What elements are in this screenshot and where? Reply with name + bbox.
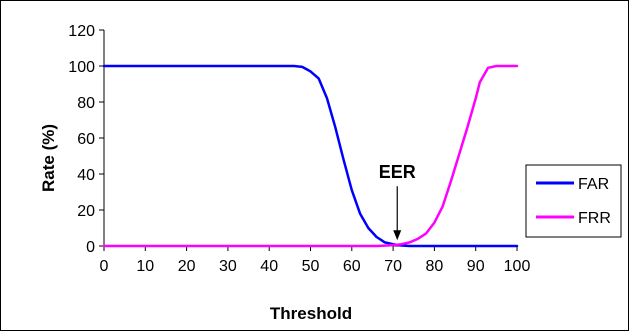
x-tick-label: 100 — [504, 258, 531, 275]
x-tick-label: 90 — [467, 258, 485, 275]
legend-label-frr: FRR — [578, 210, 611, 227]
y-axis-title: Rate (%) — [39, 124, 58, 192]
x-tick-label: 70 — [384, 258, 402, 275]
legend-box — [525, 164, 622, 238]
series-line-far — [102, 64, 519, 248]
x-tick-label: 20 — [178, 258, 196, 275]
series-layer — [102, 64, 519, 248]
y-tick-label: 60 — [77, 131, 95, 148]
y-tick-label: 0 — [86, 239, 95, 256]
y-tick-label: 20 — [77, 203, 95, 220]
x-tick-label: 60 — [343, 258, 361, 275]
x-tick-label: 30 — [219, 258, 237, 275]
y-tick-label: 80 — [77, 95, 95, 112]
y-ticks: 0 20 40 60 80 100 120 — [68, 23, 104, 256]
x-tick-label: 50 — [302, 258, 320, 275]
legend: FAR FRR — [525, 164, 622, 238]
y-tick-label: 40 — [77, 167, 95, 184]
series-line-frr — [102, 64, 519, 248]
annotation-eer-label: EER — [379, 162, 416, 182]
axes — [103, 30, 517, 247]
y-tick-label: 120 — [68, 23, 95, 40]
x-tick-label: 0 — [100, 258, 109, 275]
legend-label-far: FAR — [578, 176, 609, 193]
x-tick-label: 40 — [260, 258, 278, 275]
x-ticks: 0 10 20 30 40 50 60 70 80 90 100 — [100, 246, 531, 275]
annotation-layer: EER — [379, 162, 416, 241]
x-tick-label: 10 — [136, 258, 154, 275]
x-axis-title: Threshold — [270, 304, 352, 323]
y-tick-label: 100 — [68, 59, 95, 76]
x-tick-label: 80 — [426, 258, 444, 275]
annotation-eer-arrowhead — [393, 230, 402, 241]
